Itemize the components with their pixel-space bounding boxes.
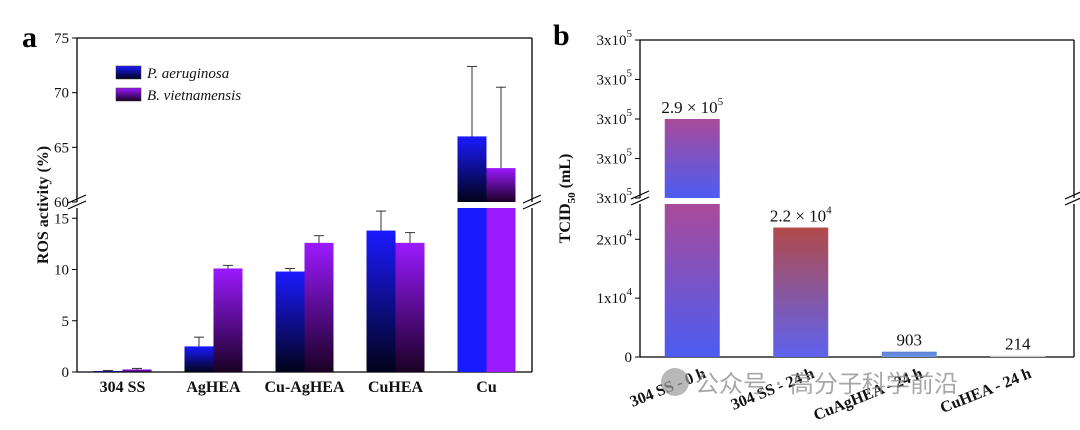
bar bbox=[395, 242, 425, 372]
bar bbox=[881, 351, 937, 357]
legend-label: B. vietnamensis bbox=[147, 88, 241, 104]
bar bbox=[990, 355, 1046, 357]
bar bbox=[664, 204, 720, 357]
bar bbox=[93, 370, 123, 372]
y-axis-label: ROS activity (%) bbox=[35, 146, 52, 264]
panel-a-letter: a bbox=[22, 21, 37, 54]
panel-b-letter: b bbox=[553, 19, 570, 52]
bar bbox=[486, 168, 516, 202]
category-label: AgHEA bbox=[186, 379, 241, 396]
axis-break-mark bbox=[522, 194, 542, 210]
y-tick-label: 10 bbox=[54, 263, 69, 279]
category-label: Cu-AgHEA bbox=[264, 379, 344, 396]
category-label: CuHEA bbox=[368, 379, 424, 396]
watermark: 公众号 · 高分子科学前沿 bbox=[661, 368, 958, 398]
bar bbox=[366, 230, 396, 372]
y-tick-label: 15 bbox=[54, 211, 69, 227]
data-label: 2.2 × 104 bbox=[770, 205, 832, 226]
data-label: 903 bbox=[897, 331, 923, 350]
bar bbox=[457, 136, 487, 202]
y-tick-label: 3x105 bbox=[597, 147, 633, 168]
bar bbox=[122, 369, 152, 372]
legend-swatch bbox=[115, 87, 142, 102]
y-tick-label: 3x105 bbox=[597, 186, 633, 207]
bar bbox=[664, 119, 720, 198]
y-tick-label: 3x105 bbox=[597, 68, 633, 89]
watermark-text: 公众号 · 高分子科学前沿 bbox=[695, 370, 958, 398]
wechat-icon bbox=[661, 368, 689, 396]
axis-break-gap bbox=[639, 198, 1075, 204]
category-label: Cu bbox=[476, 379, 497, 396]
legend-label: P. aeruginosa bbox=[146, 66, 229, 82]
y-tick-label: 75 bbox=[54, 31, 69, 47]
y-tick-label: 65 bbox=[54, 140, 69, 156]
y-tick-label: 5 bbox=[62, 314, 70, 330]
axis-break-mark bbox=[67, 194, 87, 210]
bar bbox=[213, 268, 243, 372]
bar bbox=[304, 242, 334, 372]
y-tick-label: 70 bbox=[54, 86, 69, 102]
y-tick-label: 1x104 bbox=[597, 286, 633, 307]
y-tick-label: 3x105 bbox=[597, 107, 633, 128]
bar bbox=[486, 208, 516, 372]
y-tick-label: 0 bbox=[62, 365, 70, 381]
y-tick-label: 60 bbox=[54, 195, 69, 211]
bar bbox=[275, 271, 305, 372]
y-tick-label: 3x105 bbox=[597, 28, 633, 49]
axis-break-mark bbox=[1064, 191, 1080, 206]
axis-break-mark bbox=[630, 190, 650, 206]
y-tick-label: 0 bbox=[625, 350, 633, 366]
bar bbox=[773, 227, 829, 357]
bar bbox=[457, 208, 487, 372]
axis-break-gap bbox=[76, 202, 533, 208]
data-label: 2.9 × 105 bbox=[661, 96, 723, 117]
bar bbox=[184, 346, 214, 372]
chart-b-tcid50: 0 1x104 2x104 3x105 3x105 3x105 3x105 3x105 2.9 … bbox=[557, 28, 1080, 424]
y-tick-label: 2x104 bbox=[597, 227, 633, 248]
y-axis-label: TCID50 (mL) bbox=[557, 154, 578, 244]
category-label: 304 SS bbox=[100, 379, 146, 396]
data-label: 214 bbox=[1005, 335, 1031, 354]
legend-swatch bbox=[115, 65, 142, 80]
